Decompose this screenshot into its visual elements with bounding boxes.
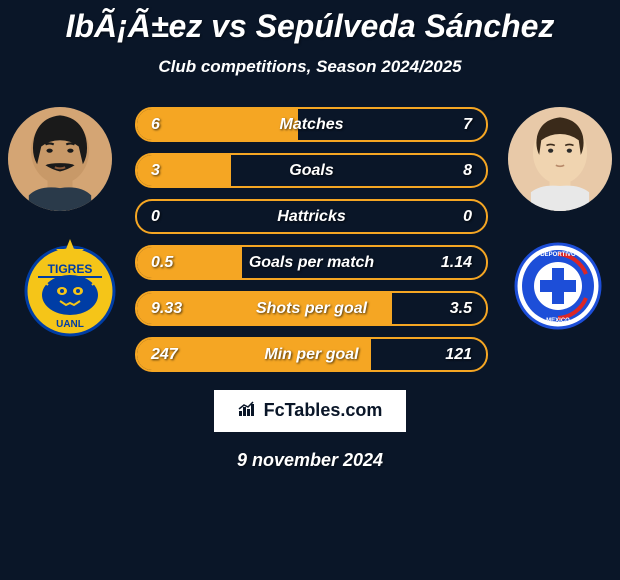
stat-value-left: 0.5	[151, 254, 173, 272]
stat-bar: 247 121 Min per goal	[135, 337, 488, 372]
stat-bar: 9.33 3.5 Shots per goal	[135, 291, 488, 326]
stat-bar: 3 8 Goals	[135, 153, 488, 188]
stat-value-right: 1.14	[441, 254, 472, 272]
stat-label: Hattricks	[277, 208, 345, 226]
comparison-date: 9 november 2024	[0, 450, 620, 471]
stat-label: Shots per goal	[256, 300, 367, 318]
stat-fill-left	[137, 109, 298, 140]
player-right-face-icon	[508, 107, 612, 211]
svg-text:MEXICO: MEXICO	[546, 318, 570, 324]
comparison-title: IbÃ¡Ã±ez vs Sepúlveda Sánchez	[0, 8, 620, 45]
stat-label: Matches	[279, 116, 343, 134]
stat-value-right: 3.5	[450, 300, 472, 318]
attribution-text: FcTables.com	[264, 400, 383, 420]
stat-label: Goals	[289, 162, 333, 180]
chart-icon	[238, 401, 258, 422]
cruzazul-badge-icon: DEPORTIVO MEXICO	[514, 242, 602, 330]
stat-value-left: 9.33	[151, 300, 182, 318]
stat-bar: 0 0 Hattricks	[135, 199, 488, 234]
club-left-badge: TIGRES UANL	[20, 237, 120, 337]
comparison-subtitle: Club competitions, Season 2024/2025	[0, 57, 620, 77]
svg-text:DEPORTIVO: DEPORTIVO	[540, 252, 576, 258]
player-left-avatar	[8, 107, 112, 211]
tigres-badge-icon: TIGRES UANL	[20, 237, 120, 337]
stat-value-right: 0	[463, 208, 472, 226]
stat-value-left: 247	[151, 346, 178, 364]
comparison-content: TIGRES UANL DEPORTIVO MEXICO 6 7 Matches 3 8…	[0, 107, 620, 372]
stat-value-right: 121	[445, 346, 472, 364]
stat-bar: 6 7 Matches	[135, 107, 488, 142]
svg-text:UANL: UANL	[56, 319, 84, 330]
stat-label: Goals per match	[249, 254, 374, 272]
footer: FcTables.com 9 november 2024	[0, 390, 620, 471]
stat-label: Min per goal	[264, 346, 358, 364]
club-right-badge: DEPORTIVO MEXICO	[514, 242, 602, 330]
stat-value-right: 7	[463, 116, 472, 134]
stat-bar: 0.5 1.14 Goals per match	[135, 245, 488, 280]
stat-value-left: 0	[151, 208, 160, 226]
stats-list: 6 7 Matches 3 8 Goals 0 0 Hattricks 0.5 1.14 Goals …	[135, 107, 488, 372]
stat-value-left: 3	[151, 162, 160, 180]
stat-value-left: 6	[151, 116, 160, 134]
stat-value-right: 8	[463, 162, 472, 180]
attribution-badge: FcTables.com	[214, 390, 407, 432]
svg-text:TIGRES: TIGRES	[48, 262, 93, 276]
player-left-face-icon	[8, 107, 112, 211]
player-right-avatar	[508, 107, 612, 211]
header: IbÃ¡Ã±ez vs Sepúlveda Sánchez Club compe…	[0, 0, 620, 77]
